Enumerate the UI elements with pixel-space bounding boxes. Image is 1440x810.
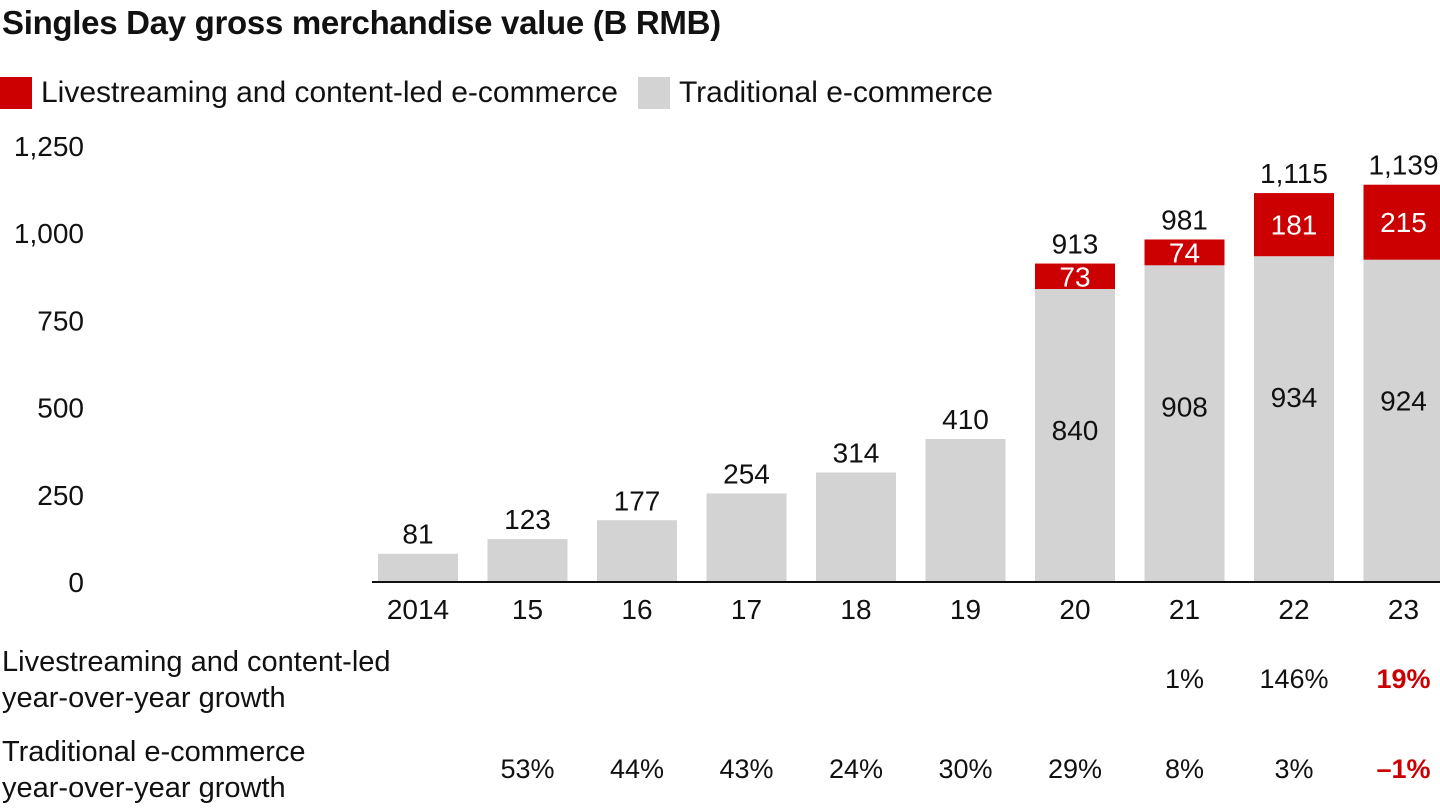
data-label-traditional: 840 [1052, 415, 1099, 446]
bar-traditional [816, 472, 896, 582]
traditional-growth-value: 8% [1164, 754, 1205, 784]
traditional-growth-label-line1: Traditional e-commerce [2, 736, 306, 768]
traditional-growth-value: –1% [1376, 754, 1431, 784]
bar-traditional [1144, 265, 1225, 582]
traditional-growth-value: 29% [1047, 754, 1103, 784]
data-label-total: 1,115 [1260, 158, 1328, 189]
traditional-growth-value: 24% [828, 754, 884, 784]
traditional-growth-value: 30% [938, 754, 993, 784]
data-label-value: 81 [402, 519, 433, 550]
bar-traditional [378, 553, 458, 582]
bar-traditional [925, 438, 1006, 582]
x-tick-label: 2014 [387, 594, 449, 625]
data-label-livestreaming: 73 [1059, 261, 1090, 292]
data-label-traditional: 908 [1161, 391, 1208, 422]
data-label-livestreaming: 74 [1169, 237, 1200, 268]
y-tick-label: 1,000 [14, 218, 84, 249]
legend-label-livestreaming: Livestreaming and content-led e-commerce [41, 76, 618, 109]
y-tick-label: 750 [37, 305, 84, 336]
traditional-growth-label-line2: year-over-year growth [2, 772, 286, 804]
bar-traditional [597, 520, 677, 582]
x-tick-label: 16 [621, 594, 652, 625]
y-tick-label: 0 [68, 567, 84, 598]
livestream-growth-value: 19% [1376, 664, 1431, 694]
bar-livestreaming [1254, 193, 1334, 257]
livestream-growth-label-line1: Livestreaming and content-led [2, 646, 391, 678]
data-label-traditional: 934 [1271, 382, 1318, 413]
data-label-value: 254 [723, 458, 770, 489]
bar-traditional [706, 493, 787, 582]
y-tick-label: 250 [37, 480, 84, 511]
x-tick-label: 23 [1388, 594, 1419, 625]
bar-traditional [1363, 259, 1440, 582]
legend-swatch-livestreaming [0, 77, 32, 109]
livestream-growth-value: 146% [1259, 664, 1329, 694]
y-tick-label: 1,250 [14, 131, 84, 162]
traditional-growth-value: 53% [500, 754, 555, 784]
chart-title: Singles Day gross merchandise value (B R… [2, 4, 721, 41]
data-label-livestreaming: 181 [1271, 210, 1318, 241]
data-label-value: 123 [504, 504, 551, 535]
legend-label-traditional: Traditional e-commerce [678, 76, 993, 109]
data-label-total: 981 [1161, 204, 1208, 235]
traditional-growth-value: 44% [609, 754, 665, 784]
livestream-growth-label: Livestreaming and content-led year-over-… [2, 644, 391, 716]
bar-livestreaming [1363, 184, 1440, 260]
bar-traditional [1035, 289, 1115, 582]
data-label-value: 410 [942, 404, 989, 435]
data-label-value: 314 [833, 437, 880, 468]
livestream-growth-value: 1% [1164, 664, 1205, 694]
x-tick-label: 17 [731, 594, 762, 625]
x-tick-label: 22 [1278, 594, 1309, 625]
bar-chart: 0 250 500 750 1,000 1,250 81 2014 123 15 177 16 254 1… [14, 131, 1440, 625]
x-tick-label: 19 [950, 594, 981, 625]
bar-livestreaming [1035, 263, 1115, 290]
livestream-growth-label-line2: year-over-year growth [2, 682, 286, 714]
data-label-total: 1,139 [1368, 150, 1438, 181]
data-label-total: 913 [1052, 229, 1099, 260]
traditional-growth-value: 43% [719, 754, 774, 784]
traditional-growth-label: Traditional e-commerce year-over-year gr… [2, 734, 306, 806]
data-label-traditional: 924 [1380, 386, 1427, 417]
x-tick-label: 18 [840, 594, 871, 625]
data-label-livestreaming: 215 [1380, 207, 1427, 238]
x-tick-label: 15 [512, 594, 543, 625]
bar-traditional [487, 539, 568, 582]
x-tick-label: 21 [1169, 594, 1200, 625]
legend-swatch-traditional [637, 77, 670, 109]
y-tick-label: 500 [37, 393, 84, 424]
data-label-value: 177 [614, 485, 661, 516]
bar-livestreaming [1144, 239, 1225, 266]
legend: Livestreaming and content-led e-commerce… [0, 76, 1013, 110]
traditional-growth-value: 3% [1274, 754, 1314, 784]
x-tick-label: 20 [1059, 594, 1090, 625]
bar-traditional [1254, 256, 1334, 582]
